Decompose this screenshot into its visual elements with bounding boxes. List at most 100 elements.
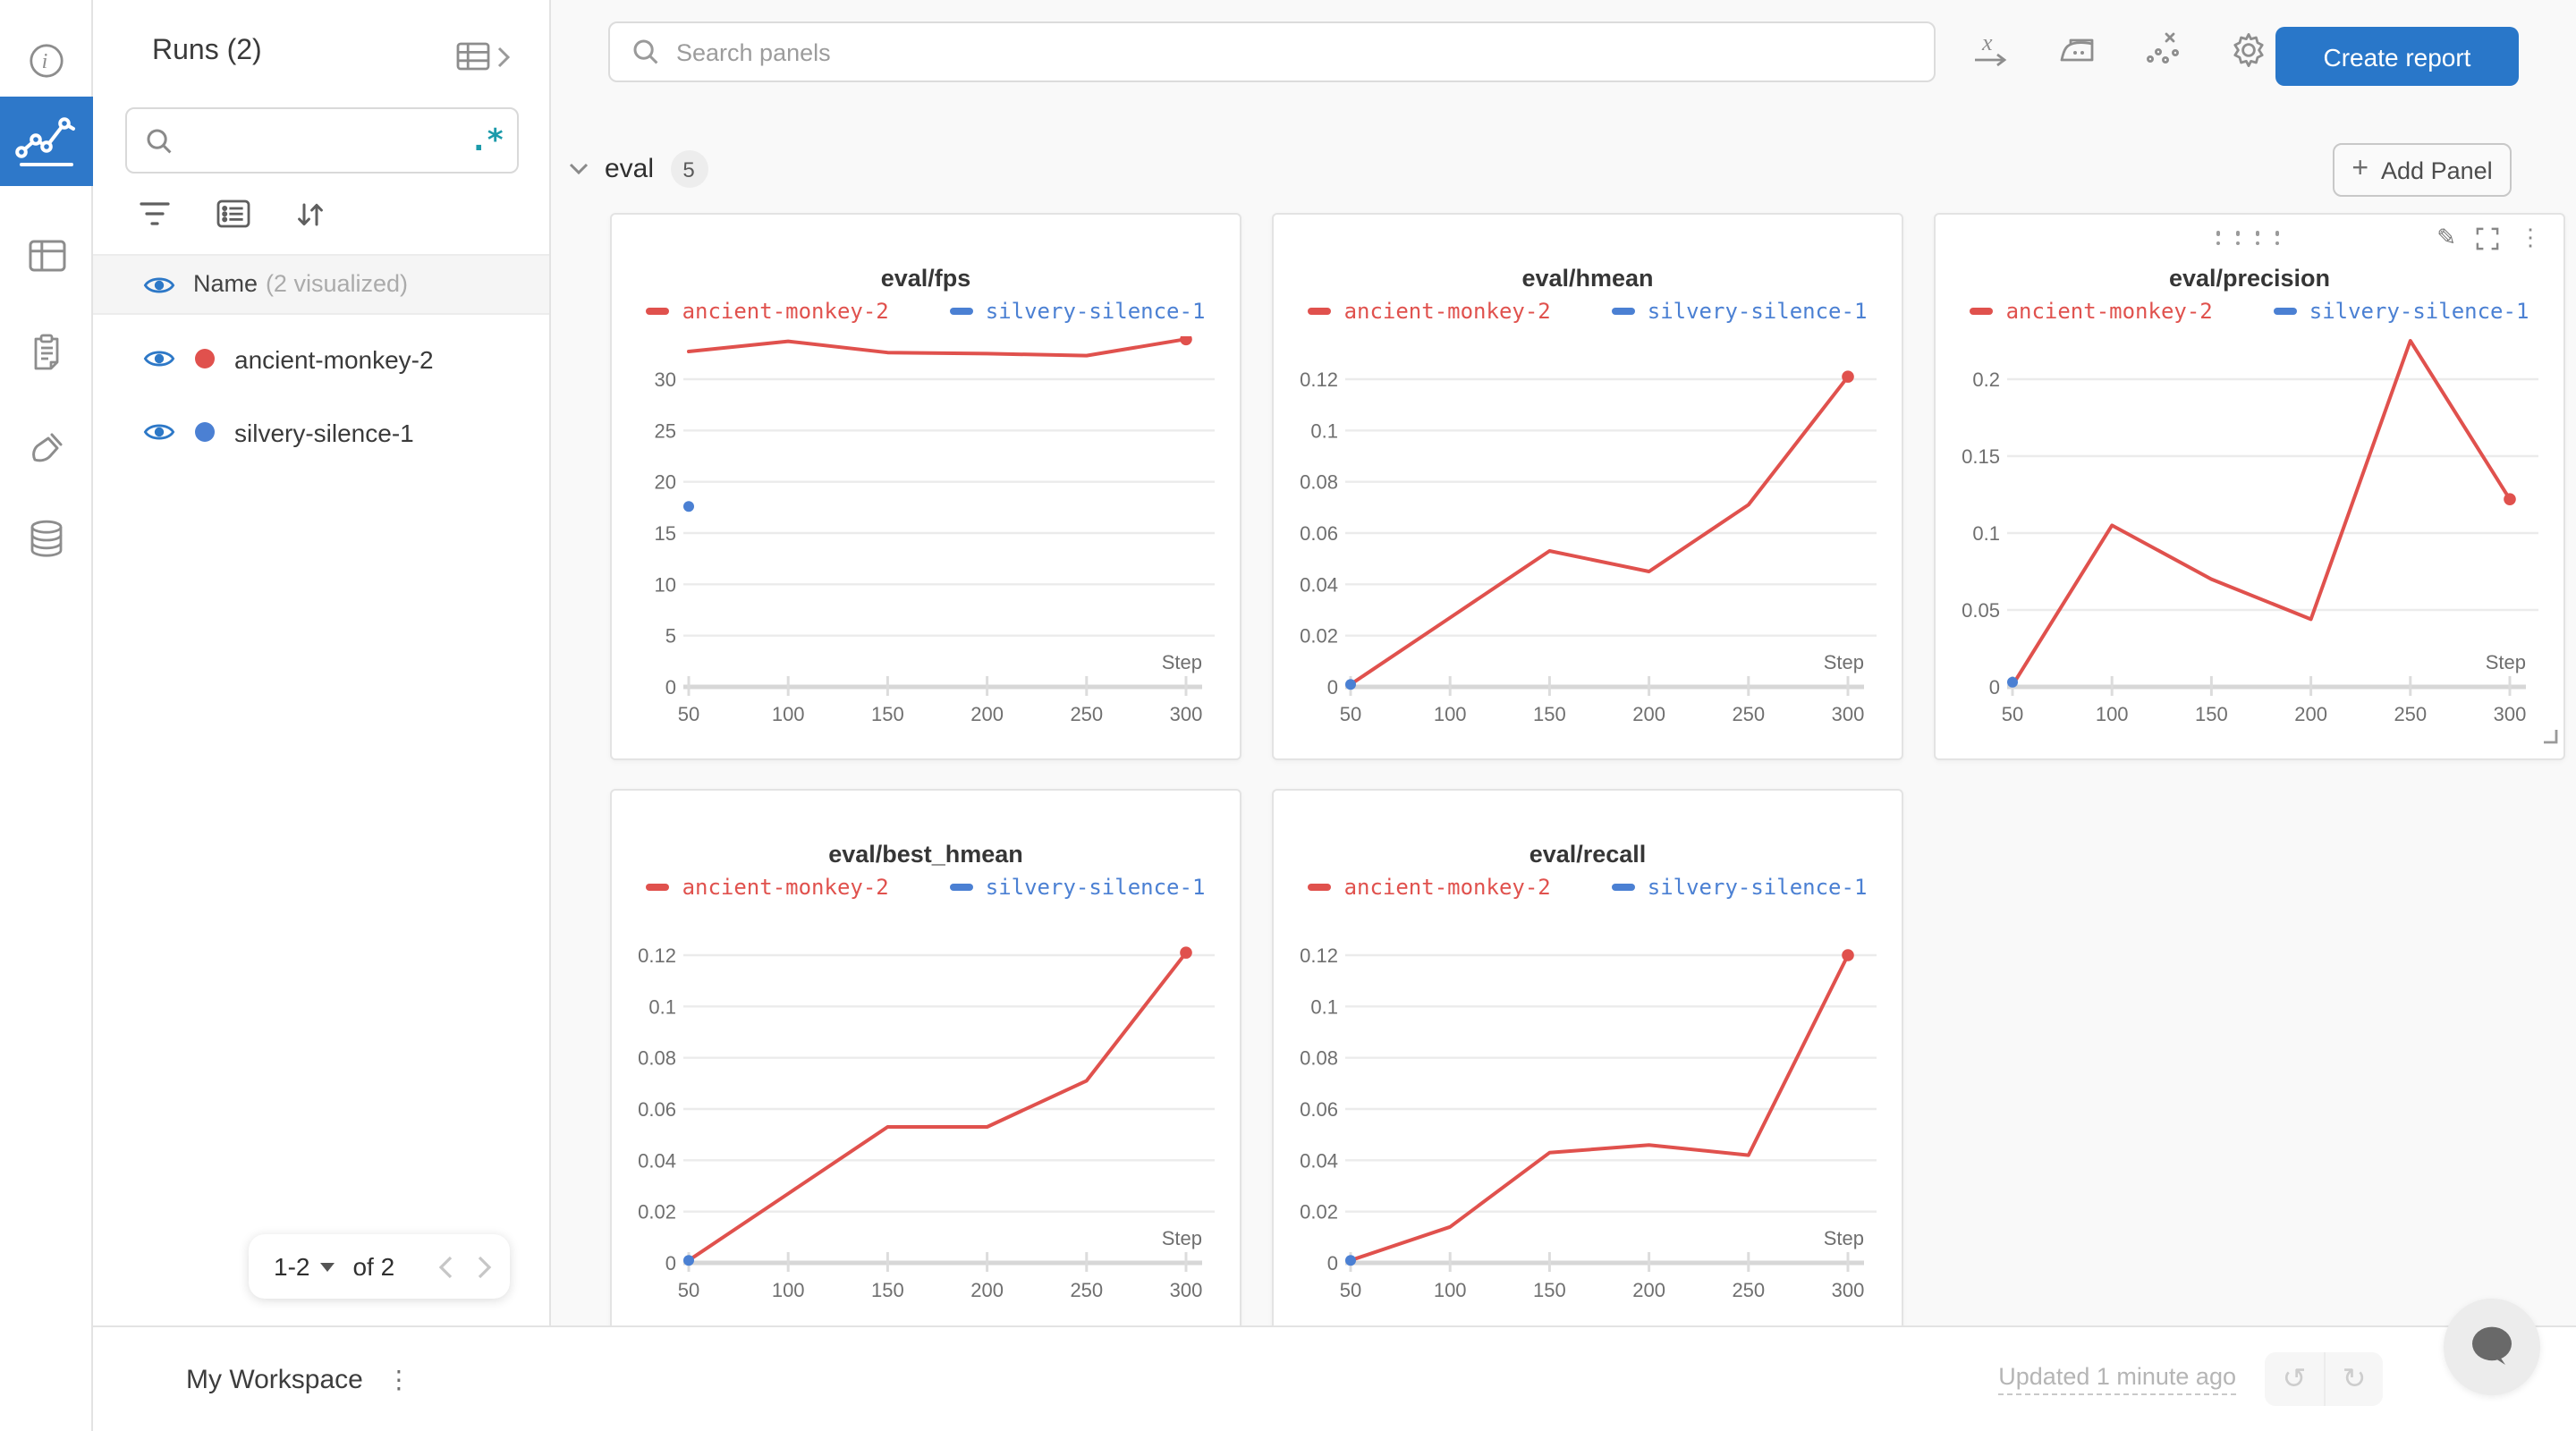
line-chart[interactable]: 0 0.02 0.04 0.06 0.08 0.1 0.12 50 100 150 200 250 30… [612,912,1243,1338]
runs-search-input[interactable] [188,127,470,154]
panels-icon[interactable] [0,211,93,301]
pagination-total: of 2 [352,1252,395,1281]
svg-text:200: 200 [2294,703,2327,725]
chevron-right-icon [497,46,510,67]
legend-label: ancient-monkey-2 [682,299,889,324]
svg-text:50: 50 [1340,1279,1361,1301]
panel-menu-icon[interactable]: ⋮ [2519,224,2542,250]
clipboard-icon[interactable] [0,306,93,395]
visualized-count-label: (2 visualized) [265,270,408,297]
info-icon[interactable]: i [0,25,93,97]
svg-text:0: 0 [665,676,676,699]
svg-text:Step: Step [1824,1227,1864,1249]
runs-pagination: 1-2 of 2 [249,1234,510,1299]
svg-text:200: 200 [1632,1279,1665,1301]
svg-text:300: 300 [2494,703,2527,725]
svg-text:100: 100 [1434,703,1467,725]
svg-text:300: 300 [1832,1279,1865,1301]
chart-legend: ancient-monkey-2 silvery-silence-1 [612,299,1240,324]
svg-text:0.06: 0.06 [638,1098,676,1121]
artifacts-icon[interactable] [0,494,93,583]
sweep-icon[interactable] [0,404,93,494]
line-chart[interactable]: 0 0.02 0.04 0.06 0.08 0.1 0.12 50 100 150 200 250 30… [1274,336,1905,762]
eye-icon[interactable] [143,420,175,444]
group-list-icon[interactable] [215,197,252,231]
legend-item[interactable]: silvery-silence-1 [1611,299,1867,324]
x-axis-icon[interactable]: x [1968,23,2014,77]
panel-count-badge: 5 [670,150,708,188]
panel-eval-best_hmean[interactable]: ✎ ⋮ eval/best_hmean ancient-monkey-2silv… [610,789,1241,1336]
legend-item[interactable]: silvery-silence-1 [949,299,1205,324]
svg-text:50: 50 [678,703,699,725]
panel-title: eval/fps [880,265,971,292]
legend-item[interactable]: silvery-silence-1 [949,875,1205,900]
panel-eval-recall[interactable]: ✎ ⋮ eval/recall ancient-monkey-2silvery-… [1272,789,1903,1336]
legend-item[interactable]: ancient-monkey-2 [646,299,889,324]
legend-item[interactable]: ancient-monkey-2 [1970,299,2213,324]
legend-item[interactable]: silvery-silence-1 [2273,299,2529,324]
line-chart-icon[interactable] [0,97,93,186]
fullscreen-icon[interactable] [2476,226,2499,250]
legend-item[interactable]: ancient-monkey-2 [1308,299,1551,324]
filter-icon[interactable] [138,199,172,229]
svg-text:0: 0 [1327,676,1338,699]
line-chart[interactable]: 0 5 10 15 20 25 30 50 100 150 200 250 300 Step [612,336,1243,762]
outliers-icon[interactable] [2140,23,2186,77]
undo-icon[interactable]: ↺ [2282,1365,2307,1395]
drag-handle-icon[interactable] [2216,231,2284,245]
svg-text:200: 200 [1632,703,1665,725]
panel-eval-precision[interactable]: ✎ ⋮ eval/precision ancient-monkey-2 silve… [1934,213,2565,760]
smoothing-iron-icon[interactable] [2054,23,2100,77]
svg-text:50: 50 [1340,703,1361,725]
section-header-eval[interactable]: eval 5 [569,150,708,188]
svg-text:50: 50 [678,1279,699,1301]
line-chart[interactable]: 0 0.05 0.1 0.15 0.2 50 100 150 200 250 300 Step [1936,336,2567,762]
regex-toggle-icon[interactable]: .* [470,123,504,158]
panel-eval-fps[interactable]: ✎ ⋮ eval/fps ancient-monkey-2silvery-sil… [610,213,1241,760]
settings-gear-icon[interactable] [2225,23,2272,77]
eye-icon[interactable] [143,347,175,370]
resize-handle-icon[interactable] [2540,721,2558,753]
redo-icon[interactable]: ↻ [2324,1352,2383,1406]
svg-text:100: 100 [772,1279,805,1301]
updated-timestamp[interactable]: Updated 1 minute ago [1998,1363,2236,1395]
runs-panel: Runs (2) .* [93,0,551,1325]
create-report-button[interactable]: Create report [2275,27,2519,86]
svg-text:100: 100 [2096,703,2129,725]
svg-text:100: 100 [772,703,805,725]
run-row-silvery-silence-1[interactable]: silvery-silence-1 [93,395,549,469]
chat-support-button[interactable] [2444,1299,2540,1395]
next-page-icon[interactable] [478,1255,492,1278]
svg-text:0.08: 0.08 [1300,471,1338,494]
line-chart[interactable]: 0 0.02 0.04 0.06 0.08 0.1 0.12 50 100 150 200 250 30… [1274,912,1905,1338]
svg-text:20: 20 [655,471,676,494]
prev-page-icon[interactable] [438,1255,453,1278]
chart-legend: ancient-monkey-2 silvery-silence-1 [1274,875,1902,900]
edit-panel-icon[interactable]: ✎ [2436,224,2456,250]
sort-icon[interactable] [295,198,326,230]
svg-text:5: 5 [665,625,676,648]
svg-text:Step: Step [1162,1227,1202,1249]
svg-text:0: 0 [1989,676,2000,699]
add-panel-button[interactable]: + Add Panel [2333,143,2512,197]
svg-text:0.04: 0.04 [638,1149,676,1172]
legend-item[interactable]: ancient-monkey-2 [646,875,889,900]
run-row-ancient-monkey-2[interactable]: ancient-monkey-2 [93,322,549,395]
svg-text:150: 150 [871,703,904,725]
plus-icon: + [2351,153,2369,183]
pagination-caret-icon[interactable] [320,1263,335,1272]
run-group-header[interactable]: Name (2 visualized) [93,254,549,315]
expand-runs-table-button[interactable] [454,39,510,73]
svg-text:0.12: 0.12 [638,944,676,967]
workspace-menu-icon[interactable]: ⋮ [386,1364,411,1393]
pagination-range[interactable]: 1-2 [274,1252,310,1281]
panel-search-input[interactable] [676,38,1912,65]
legend-item[interactable]: ancient-monkey-2 [1308,875,1551,900]
legend-dash-icon [646,308,670,315]
panel-search-box [608,21,1936,82]
legend-item[interactable]: silvery-silence-1 [1611,875,1867,900]
svg-text:0.1: 0.1 [1972,522,2000,545]
panel-title: eval/precision [2168,265,2331,292]
panel-eval-hmean[interactable]: ✎ ⋮ eval/hmean ancient-monkey-2silvery-s… [1272,213,1903,760]
legend-label: ancient-monkey-2 [682,875,889,900]
